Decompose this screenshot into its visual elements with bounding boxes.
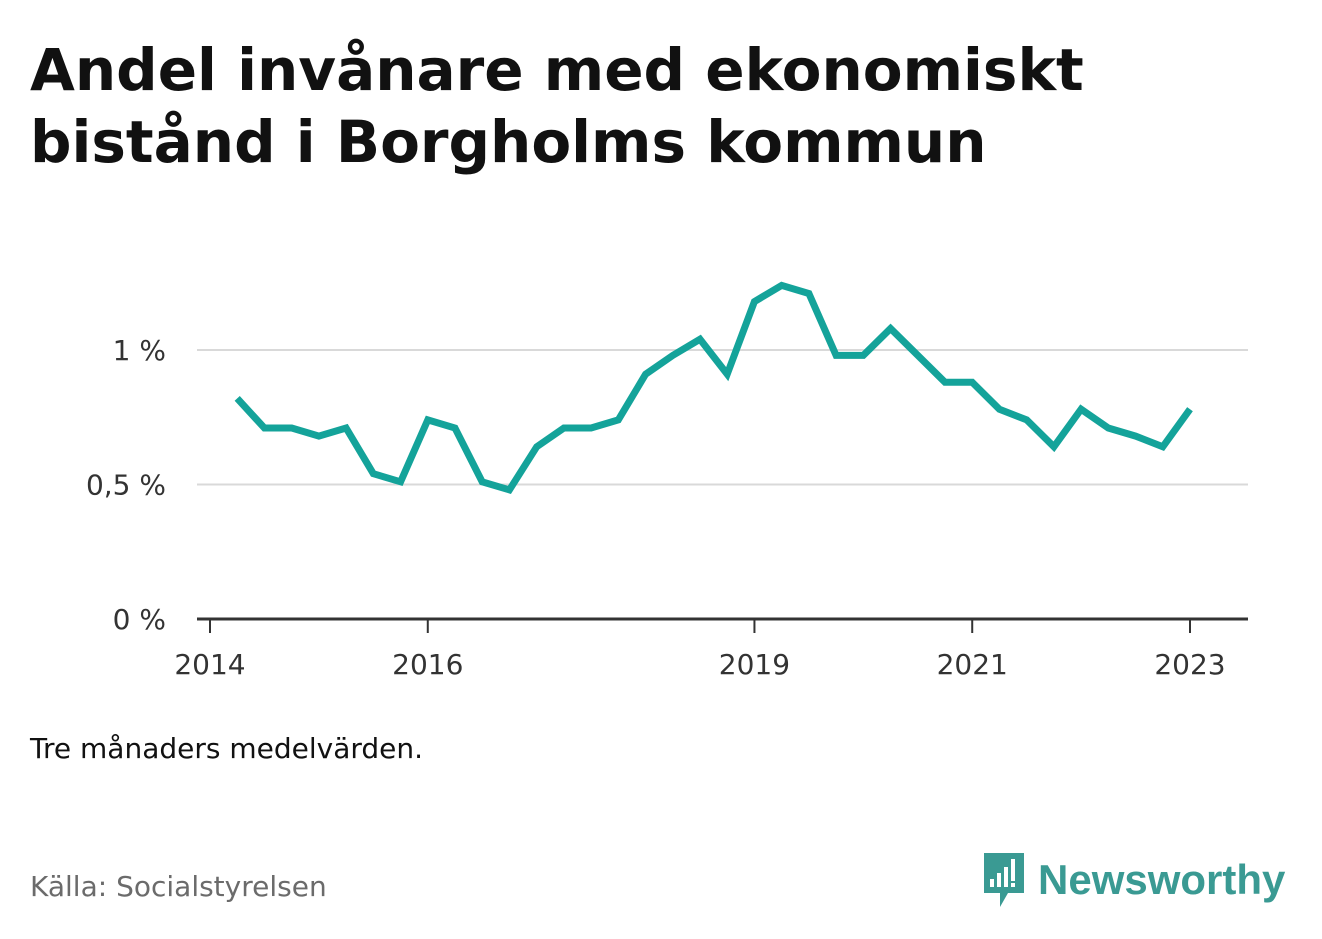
x-tick-label: 2023 (1154, 648, 1225, 681)
newsworthy-logo[interactable]: Newsworthy (980, 848, 1285, 912)
x-tick-label: 2021 (937, 648, 1008, 681)
x-tick-label: 2016 (392, 648, 463, 681)
source-label: Källa: Socialstyrelsen (30, 870, 327, 903)
y-axis-ticks: 0 % 0,5 % 1 % (86, 334, 166, 636)
x-axis: 2014 2016 2019 2021 2023 (174, 617, 1248, 681)
newsworthy-bar-chart-icon (984, 853, 1024, 907)
series-line (234, 281, 1193, 495)
x-tick-label: 2014 (174, 648, 245, 681)
line-chart: 0 % 0,5 % 1 % 2014 2016 2019 2021 2023 (86, 281, 1248, 681)
y-tick-label: 0,5 % (86, 469, 166, 502)
x-tick-label: 2019 (719, 648, 790, 681)
grid-lines (197, 349, 1248, 486)
chart-note: Tre månaders medelvärden. (30, 732, 424, 765)
chart-title: Andel invånare med ekonomiskt bistånd i … (30, 36, 1084, 176)
y-tick-label: 1 % (113, 334, 166, 367)
logo-text: Newsworthy (1038, 856, 1286, 903)
y-tick-label: 0 % (113, 603, 166, 636)
series-group (234, 281, 1193, 495)
